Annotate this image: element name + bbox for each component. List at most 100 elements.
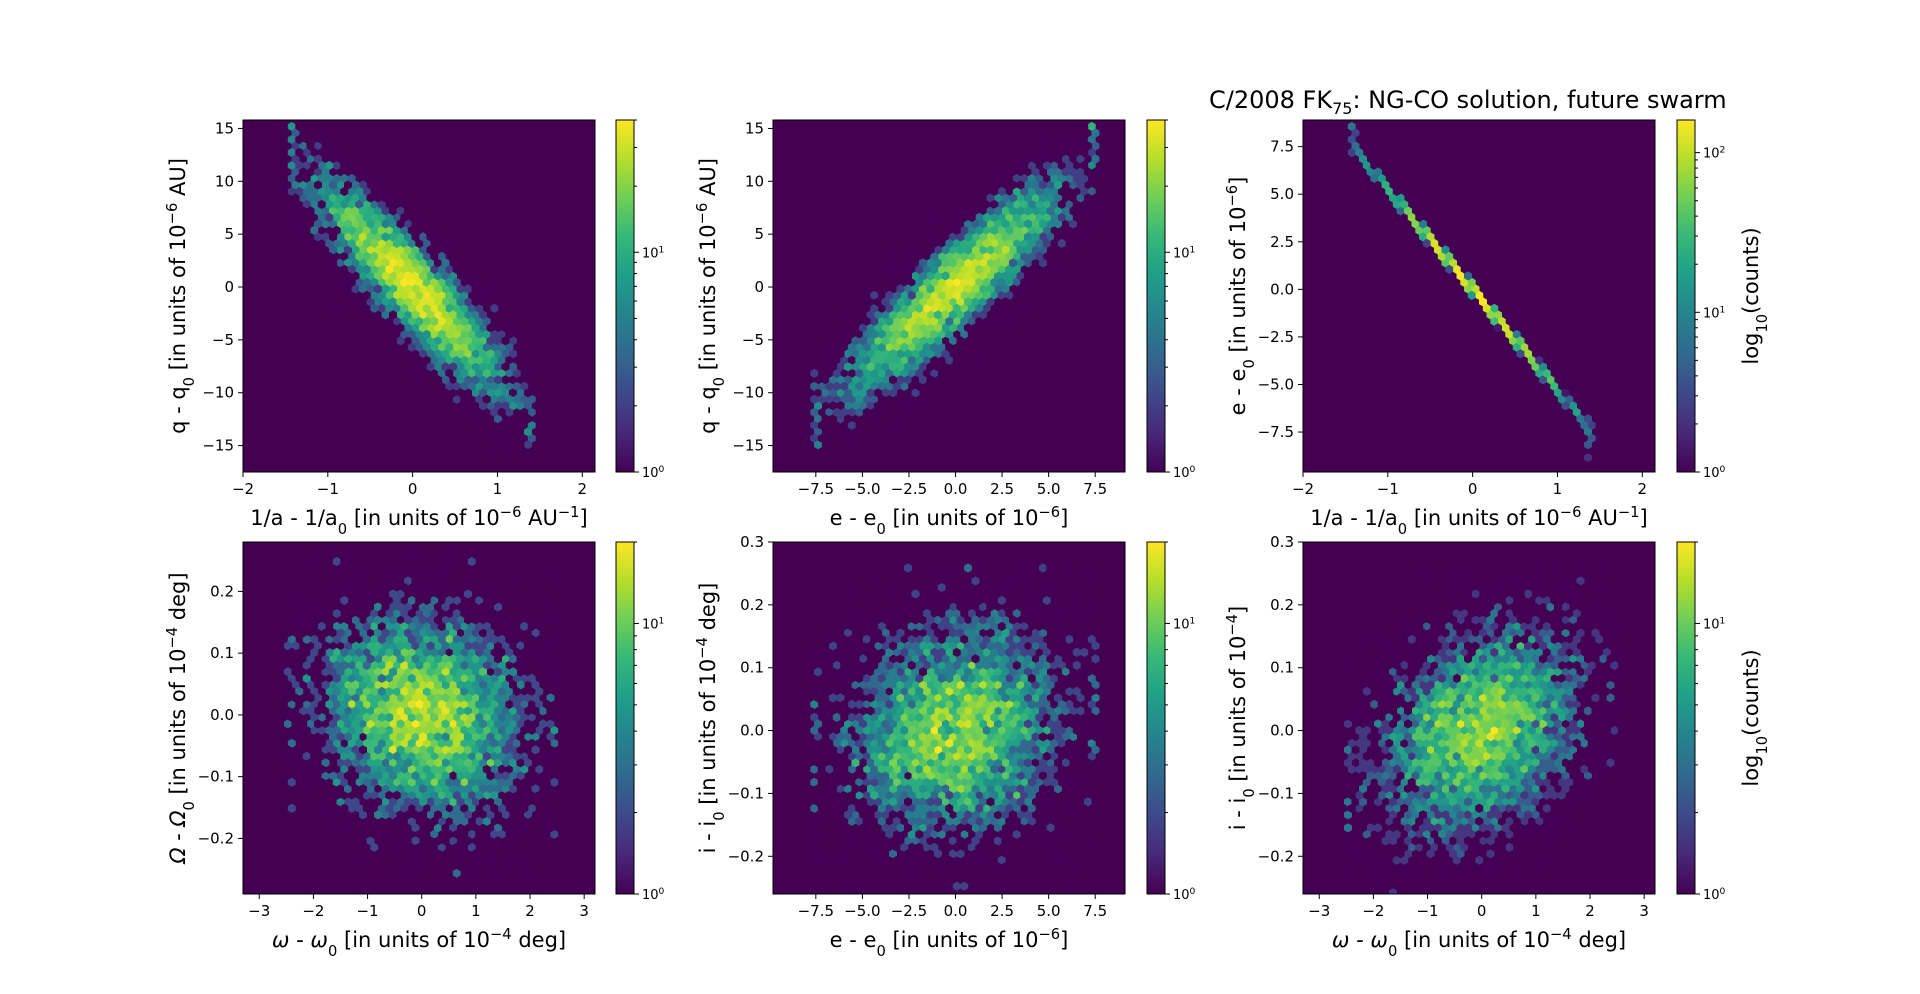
hexbin-cell <box>336 628 345 638</box>
hexbin-cell <box>855 355 864 365</box>
hexbin-cell <box>1400 199 1409 209</box>
hexbin-cell <box>892 329 901 339</box>
hexbin-cell <box>1080 173 1089 183</box>
hexbin-cell <box>1362 751 1371 761</box>
hexbin-cell <box>287 134 296 145</box>
hexbin-cell <box>332 699 341 709</box>
hexbin-cell <box>336 245 345 255</box>
hexbin-cell <box>1505 816 1514 826</box>
hexbin-cell <box>1005 777 1014 787</box>
hexbin-cell <box>915 829 924 839</box>
hexbin-cell <box>400 634 409 644</box>
hexbin-cells <box>1344 563 1619 894</box>
hexbin-cell <box>527 816 536 826</box>
hexbin-cell <box>374 667 382 677</box>
hexbin-cell <box>930 673 939 683</box>
hexbin-cell <box>1464 719 1472 729</box>
hexbin-cell <box>1565 738 1574 748</box>
hexbin-cell <box>284 628 292 638</box>
hexbin-cell <box>956 732 965 742</box>
hexbin-cell <box>1569 732 1577 742</box>
hexbin-cell <box>464 284 472 294</box>
hexbin-cell <box>1027 199 1036 209</box>
hexbin-cell <box>1531 758 1540 768</box>
hexbin-cell <box>419 654 427 664</box>
hexbin-cell <box>1050 699 1059 709</box>
hexbin-cell <box>934 862 942 872</box>
hexbin-cell <box>1031 180 1040 190</box>
hexbin-cell <box>359 706 367 716</box>
hexbin-cell <box>452 842 461 852</box>
hexbin-cell <box>1494 589 1502 599</box>
hexbin-cell <box>1020 738 1029 748</box>
hexbin-cell <box>821 414 830 424</box>
colorbar-frame <box>1676 119 1696 473</box>
hexbin-cell <box>317 751 326 761</box>
hexbin-cell <box>284 719 292 729</box>
hexbin-cell <box>1039 706 1047 716</box>
hexbin-cell <box>1016 615 1025 625</box>
hexbin-cell <box>1445 712 1454 722</box>
hexbin-cell <box>374 810 382 820</box>
axes-frame <box>242 541 596 895</box>
hexbin-cell <box>291 128 300 138</box>
hexbin-cell <box>1080 712 1089 722</box>
hexbin-cell <box>317 803 326 813</box>
hexbin-cell <box>486 810 495 820</box>
hexbin-cell <box>486 589 495 599</box>
hexbin-cell <box>1012 790 1021 800</box>
hexbin-cell <box>1016 784 1025 794</box>
hexbin-cell <box>1430 712 1439 722</box>
hexbin-cell <box>960 251 969 261</box>
hexbin-cell <box>1054 167 1062 177</box>
hexbin-cell <box>1426 680 1435 690</box>
hexbin-cell <box>404 232 412 242</box>
hexbin-cell <box>1460 277 1469 287</box>
hexbin-cell <box>370 608 379 618</box>
hexbin-cell <box>964 784 972 794</box>
hexbin-cell <box>531 719 540 729</box>
hexbin-cell <box>512 764 521 774</box>
hexbin-cell <box>407 673 416 683</box>
hexbin-cell <box>874 784 882 794</box>
hexbin-cell <box>990 199 999 209</box>
hexbin-cell <box>1050 751 1059 761</box>
hexbin-cell <box>1524 719 1532 729</box>
hexbin-cell <box>1057 686 1066 696</box>
hexbin-cell <box>1561 401 1570 411</box>
y-axis-label: e - e0 [in units of 10−6] <box>1224 177 1258 416</box>
hexbin-cell <box>990 608 999 618</box>
hexbin-cell <box>441 362 450 372</box>
hexbin-cell <box>426 654 435 664</box>
hexbin-cell <box>934 271 942 281</box>
hexbin-cell <box>471 362 480 372</box>
hexbin-cell <box>836 401 845 411</box>
hexbin-cell <box>1595 582 1604 592</box>
hexbin-cell <box>1441 862 1450 872</box>
hexbin-cell <box>952 699 961 709</box>
hexbin-cell <box>1572 407 1581 417</box>
hexbin-cell <box>986 271 995 281</box>
hexbin-cell <box>960 290 969 300</box>
hexbin-cell <box>1389 641 1397 651</box>
hexbin-cell <box>306 154 315 164</box>
hexbin-cell <box>975 829 984 839</box>
hexbin-cell <box>1374 693 1382 703</box>
hexbin-cell <box>1449 810 1457 820</box>
hexbin-cell <box>919 732 927 742</box>
hexbin-cell <box>546 732 555 742</box>
hexbin-cell <box>1046 823 1055 833</box>
hexbin-cell <box>295 712 304 722</box>
hexbin-cell <box>1550 381 1559 391</box>
hexbin-cell <box>329 745 337 755</box>
hexbin-cell <box>464 771 472 781</box>
hexbin-cell <box>400 673 409 683</box>
hexbin-cell <box>434 680 442 690</box>
hexbin-cell <box>385 790 394 800</box>
hexbin-cell <box>997 647 1006 657</box>
hexbin-cell <box>1490 660 1499 670</box>
hexbin-cell <box>445 238 454 248</box>
hexbin-cell <box>471 388 480 398</box>
hexbin-cell <box>975 595 984 605</box>
hexbin-cell <box>347 712 356 722</box>
